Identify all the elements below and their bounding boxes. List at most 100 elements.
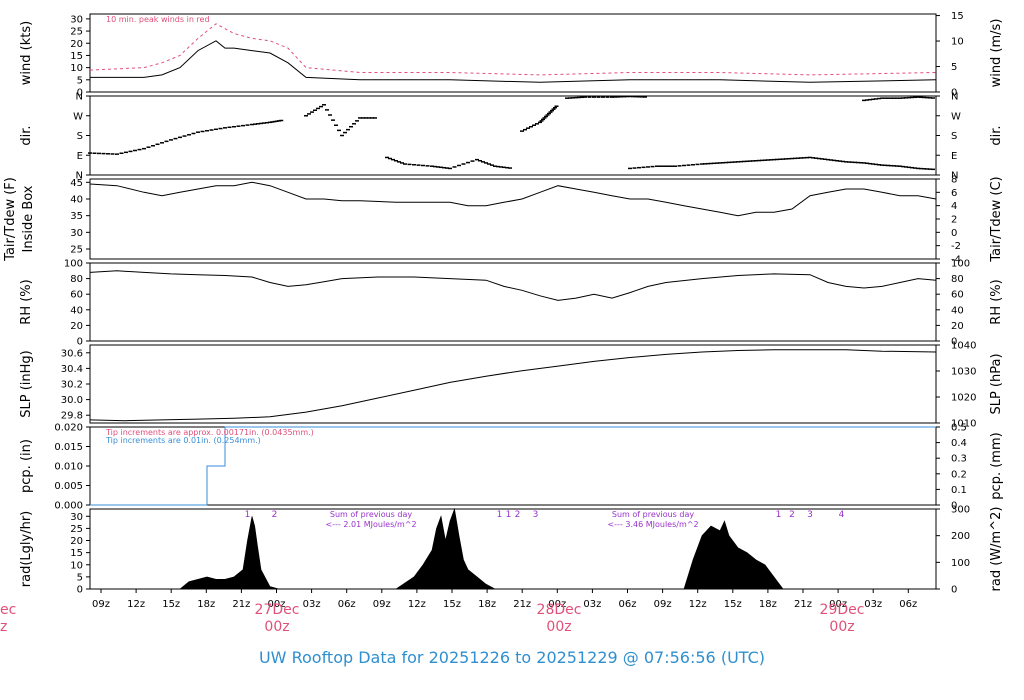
rh-ytick-right-label: 0 <box>951 337 957 348</box>
rad-ylabel-right: rad (W/m^2) <box>989 507 1004 592</box>
time-tick-label: 00z <box>268 599 286 610</box>
temp-ytick-right-label: 0 <box>951 228 957 239</box>
rh-ytick-label: 0 <box>77 337 83 348</box>
dir-ytick-right-label: W <box>951 111 961 122</box>
wind-series-line <box>90 40 937 83</box>
rad-note-sub-1: <--- 3.46 MJoules/m^2 <box>607 520 698 529</box>
slp-ytick-right-label: 1020 <box>951 393 976 404</box>
slp-ytick-right-label: 1040 <box>951 341 976 352</box>
slp-ytick-label: 30.6 <box>61 348 83 359</box>
rh-ytick-right-label: 60 <box>951 290 964 301</box>
pcp-ytick-label: 0.010 <box>54 462 83 473</box>
wind-series-peak <box>89 23 937 76</box>
wind-ytick-right-label: 0 <box>951 88 957 99</box>
slp-ytick-label: 29.8 <box>61 411 83 422</box>
rh-ytick-label: 60 <box>70 290 83 301</box>
rh-ytick-label: 40 <box>70 305 83 316</box>
rad-marker-5: 3 <box>533 510 539 520</box>
wind-ytick-label: 5 <box>77 75 83 86</box>
rad-marker-7: 2 <box>789 510 795 520</box>
time-tick-label: 12z <box>408 599 426 610</box>
rad-ytick-label: 0 <box>77 585 83 596</box>
pcp-ytick-right-label: 0.4 <box>951 438 967 449</box>
day-hour-label: 00z <box>546 619 571 635</box>
time-tick-label: 06z <box>619 599 637 610</box>
rad-marker-3: 1 <box>506 510 512 520</box>
slp-ytick-label: 30.2 <box>61 380 83 391</box>
rh-ytick-right-label: 40 <box>951 305 964 316</box>
time-tick-label: 00z <box>548 599 566 610</box>
pcp-ytick-right-label: 0.3 <box>951 454 967 465</box>
rh-series-line <box>89 270 937 301</box>
temp-ylabel-right: Tair/Tdew (C) <box>989 176 1004 262</box>
wind-ylabel: wind (kts) <box>19 21 34 85</box>
day-label: 27Dec <box>255 602 300 618</box>
rad-marker-4: 2 <box>515 510 521 520</box>
pcp-ytick-label: 0.015 <box>54 442 83 453</box>
rad-marker-9: 4 <box>839 510 845 520</box>
rh-ytick-label: 20 <box>70 321 83 332</box>
time-tick-label: 21z <box>232 599 250 610</box>
temp-ytick-right-label: -4 <box>951 255 961 266</box>
rh-ytick-right-label: 100 <box>951 259 970 270</box>
rad-panel-frame <box>89 508 937 590</box>
day-label-cut: ec <box>0 602 16 618</box>
rad-marker-8: 3 <box>807 510 813 520</box>
time-tick-label: 18z <box>197 599 215 610</box>
time-tick-label: 09z <box>654 599 672 610</box>
time-tick-label: 12z <box>689 599 707 610</box>
rad-ytick-label: 15 <box>70 548 83 559</box>
wind-annotation: 10 min. peak winds in red <box>106 15 210 24</box>
time-tick-label: 00z <box>829 599 847 610</box>
rh-ylabel: RH (%) <box>19 279 34 324</box>
wind-ytick-label: 15 <box>70 51 83 62</box>
day-hour-label: 00z <box>829 619 854 635</box>
rad-note-0: Sum of previous day <box>330 510 412 519</box>
rad-ytick-right-label: 0 <box>951 585 957 596</box>
temp-ytick-label: 25 <box>70 245 83 256</box>
dir-ytick-right-label: S <box>951 131 957 142</box>
temp-ytick-label: 35 <box>70 211 83 222</box>
wind-ytick-right-label: 10 <box>951 37 964 48</box>
day-label: 28Dec <box>537 602 582 618</box>
temp-ytick-right-label: 8 <box>951 175 957 186</box>
temp-panel-frame <box>89 178 937 260</box>
slp-ytick-label: 30.4 <box>61 364 83 375</box>
rh-ytick-right-label: 80 <box>951 274 964 285</box>
rad-note-sub-0: <--- 2.01 MJoules/m^2 <box>325 520 416 529</box>
time-tick-label: 18z <box>478 599 496 610</box>
time-tick-label: 03z <box>303 599 321 610</box>
temp-ytick-right-label: -2 <box>951 241 961 252</box>
slp-ylabel-right: SLP (hPa) <box>989 353 1004 414</box>
day-hour-label: 00z <box>264 619 289 635</box>
dir-ylabel-right: dir. <box>989 125 1004 145</box>
dir-ytick-label: S <box>77 131 83 142</box>
dir-ylabel: dir. <box>19 125 34 145</box>
temp-ytick-label: 45 <box>70 178 83 189</box>
temp-ytick-right-label: 4 <box>951 201 957 212</box>
slp-ylabel: SLP (inHg) <box>19 350 34 418</box>
temp-ytick-right-label: 2 <box>951 215 957 226</box>
temp-ylabel2: Inside Box <box>21 185 36 252</box>
pcp-ylabel: pcp. (in) <box>19 439 34 493</box>
dir-ytick-label: N <box>76 171 83 182</box>
day-hour-label-cut: z <box>0 619 7 635</box>
dir-ytick-label: E <box>77 151 83 162</box>
rad-ytick-label: 10 <box>70 560 83 571</box>
temp-ytick-label: 40 <box>70 195 83 206</box>
pcp-ytick-right-label: 0.5 <box>951 423 967 434</box>
slp-series-line <box>89 349 937 422</box>
rad-ytick-right-label: 300 <box>951 505 970 516</box>
pcp-annotation-0: Tip increments are approx. 0.00171in. (0… <box>105 428 314 437</box>
wind-panel-frame <box>89 13 937 93</box>
dir-ytick-label: N <box>76 92 83 103</box>
pcp-ytick-label: 0.020 <box>54 423 83 434</box>
rad-ytick-label: 5 <box>77 572 83 583</box>
time-tick-label: 15z <box>162 599 180 610</box>
dir-ytick-right-label: N <box>951 171 958 182</box>
time-tick-label: 21z <box>794 599 812 610</box>
time-tick-label: 03z <box>583 599 601 610</box>
wind-ytick-right-label: 5 <box>951 62 957 73</box>
pcp-ytick-right-label: 0.2 <box>951 469 967 480</box>
